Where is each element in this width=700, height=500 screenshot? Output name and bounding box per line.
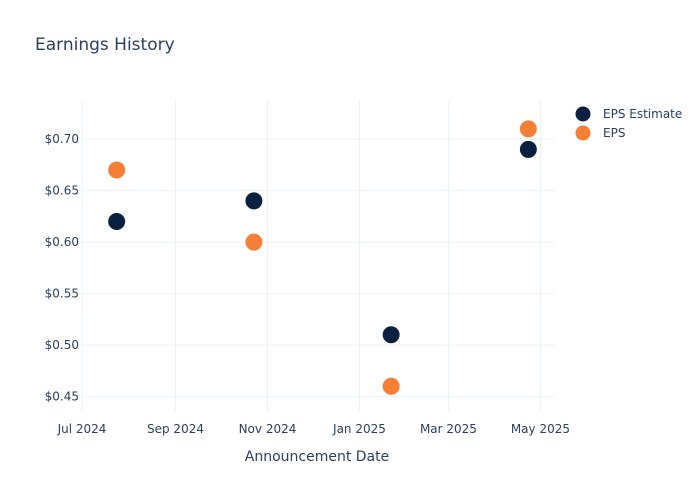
- data-point-eps[interactable]: [518, 119, 538, 139]
- x-axis-title: Announcement Date: [245, 449, 389, 465]
- data-point-eps-estimate[interactable]: [381, 325, 401, 345]
- x-tick-label: Mar 2025: [420, 422, 477, 436]
- x-tick-label: Nov 2024: [239, 422, 297, 436]
- y-tick-label: $0.45: [45, 390, 79, 404]
- data-point-eps[interactable]: [381, 376, 401, 396]
- y-tick-label: $0.60: [45, 235, 79, 249]
- x-axis-ticks: Jul 2024 Sep 2024 Nov 2024 Jan 2025 Mar 2025…: [57, 422, 570, 436]
- x-tick-label: Jul 2024: [57, 422, 107, 436]
- data-points: [107, 119, 538, 396]
- x-tick-label: Jan 2025: [332, 422, 386, 436]
- data-point-eps-estimate[interactable]: [518, 139, 538, 159]
- legend-marker: [575, 106, 591, 122]
- legend: EPS Estimate EPS: [575, 106, 682, 141]
- legend-entry[interactable]: EPS Estimate: [603, 107, 682, 121]
- data-point-eps[interactable]: [107, 160, 127, 180]
- data-point-eps[interactable]: [244, 232, 264, 252]
- y-tick-label: $0.50: [45, 338, 79, 352]
- legend-marker: [575, 125, 591, 141]
- y-axis-ticks: $0.45 $0.50 $0.55 $0.60 $0.65 $0.70: [45, 132, 79, 403]
- y-tick-label: $0.70: [45, 132, 79, 146]
- y-tick-label: $0.55: [45, 287, 79, 301]
- x-tick-label: Sep 2024: [147, 422, 204, 436]
- grid: [81, 100, 554, 411]
- chart-title: Earnings History: [35, 35, 175, 55]
- data-point-eps-estimate[interactable]: [107, 212, 127, 232]
- data-point-eps-estimate[interactable]: [244, 191, 264, 211]
- x-tick-label: May 2025: [511, 422, 570, 436]
- legend-entry[interactable]: EPS: [603, 126, 625, 140]
- y-tick-label: $0.65: [45, 184, 79, 198]
